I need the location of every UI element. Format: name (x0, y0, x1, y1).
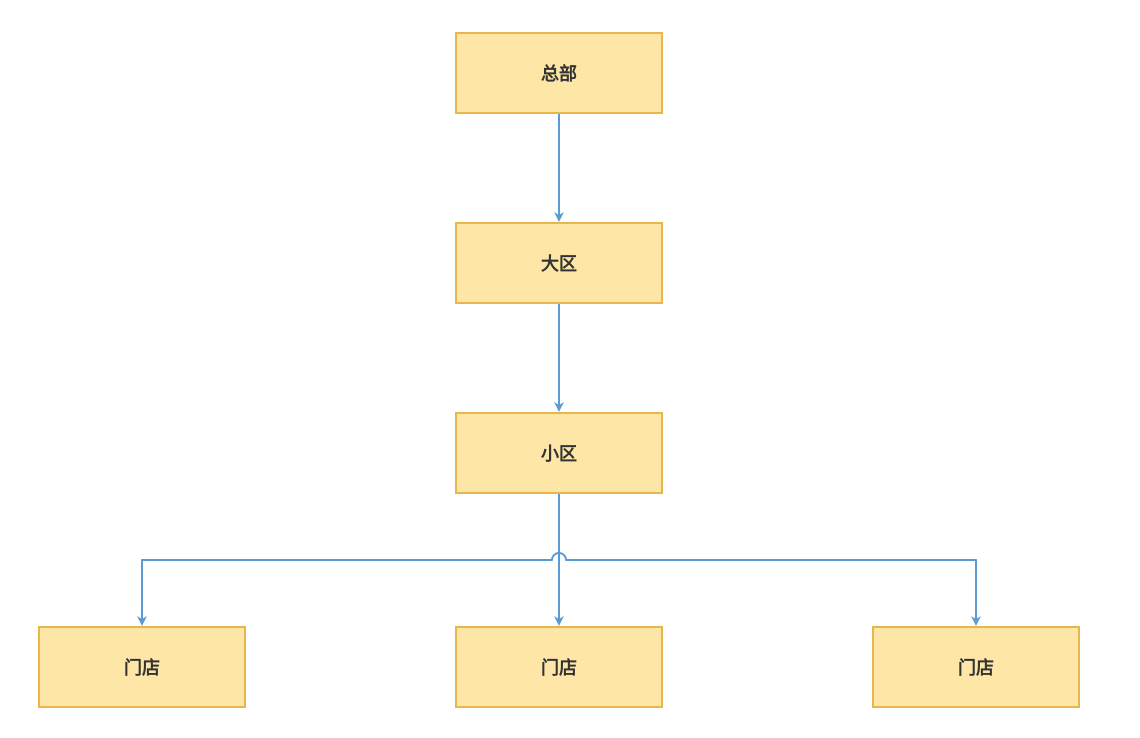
node-subregion: 小区 (455, 412, 663, 494)
node-label: 门店 (958, 654, 994, 680)
node-store: 门店 (872, 626, 1080, 708)
node-store: 门店 (455, 626, 663, 708)
node-label: 门店 (541, 654, 577, 680)
node-label: 门店 (124, 654, 160, 680)
node-hq: 总部 (455, 32, 663, 114)
node-label: 总部 (541, 60, 577, 86)
node-label: 小区 (541, 440, 577, 466)
node-label: 大区 (541, 250, 577, 276)
node-store: 门店 (38, 626, 246, 708)
node-region: 大区 (455, 222, 663, 304)
org-tree-diagram: 总部 大区 小区 门店 门店 门店 (0, 0, 1140, 738)
